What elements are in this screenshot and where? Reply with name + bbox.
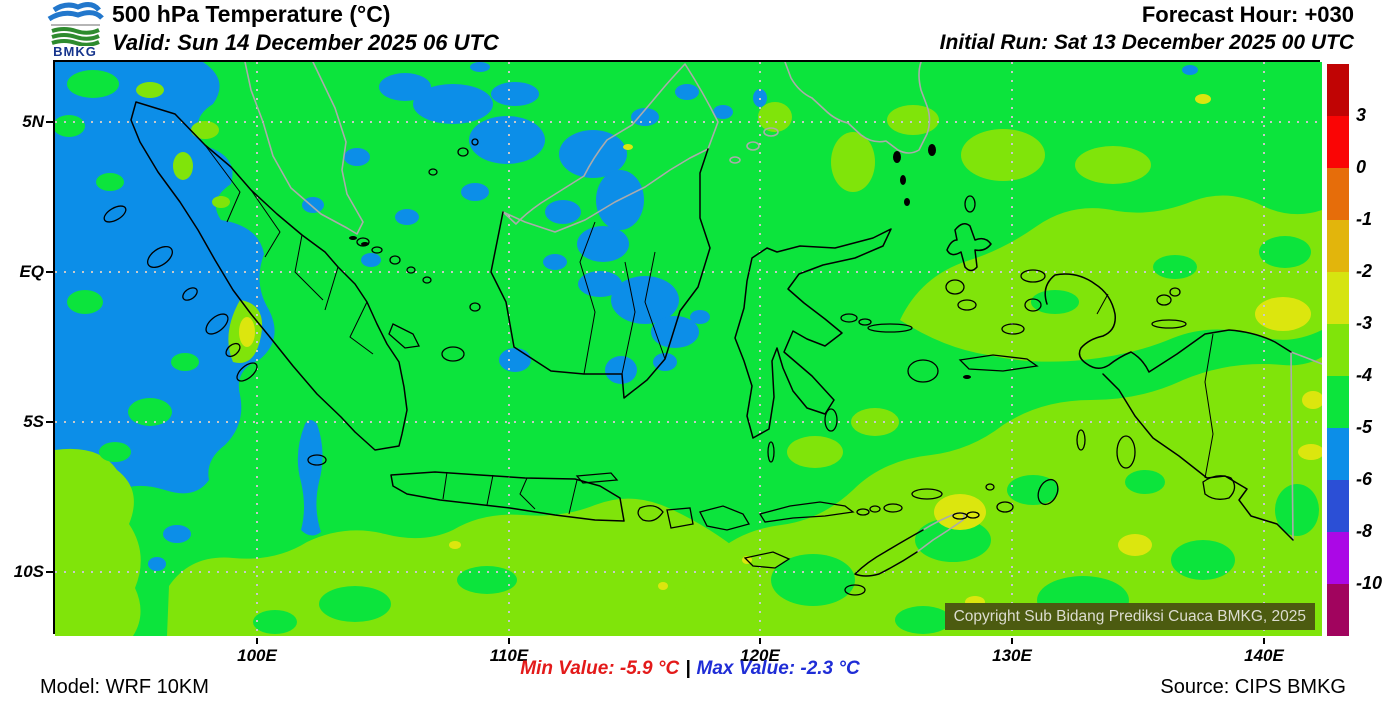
forecast-map bbox=[55, 62, 1322, 636]
colorbar-label: 0 bbox=[1356, 157, 1367, 177]
bmkg-logo-text: BMKG bbox=[53, 44, 97, 59]
island-sulawesi bbox=[734, 228, 892, 439]
model-label: Model: WRF 10KM bbox=[40, 676, 209, 698]
min-value: Min Value: -5.9 °C bbox=[520, 658, 680, 679]
colorbar-segment bbox=[1327, 220, 1349, 272]
colorbar-segment bbox=[1327, 532, 1349, 584]
island-timor-west bbox=[854, 529, 924, 577]
colorbar-segment bbox=[1327, 168, 1349, 220]
temperature-field bbox=[55, 62, 1322, 636]
x-axis-tick bbox=[759, 638, 761, 644]
coast-png bbox=[1290, 351, 1322, 365]
x-axis-tick bbox=[1011, 638, 1013, 644]
x-axis-label: 110E bbox=[489, 646, 529, 665]
x-axis-label: 100E bbox=[237, 646, 277, 665]
colorbar-segment bbox=[1327, 272, 1349, 324]
map-frame: Copyright Sub Bidang Prediksi Cuaca BMKG… bbox=[53, 60, 1322, 636]
y-axis-tick bbox=[46, 571, 53, 573]
colorbar-label: -10 bbox=[1356, 573, 1383, 593]
x-axis-label: 130E bbox=[992, 646, 1032, 665]
colorbar-label: -4 bbox=[1356, 365, 1373, 385]
colorbar-segment bbox=[1327, 480, 1349, 532]
coast-north-borneo bbox=[502, 63, 719, 225]
colorbar-label: -1 bbox=[1356, 209, 1373, 229]
colorbar-label: -5 bbox=[1356, 417, 1373, 437]
border-borneo bbox=[502, 148, 709, 233]
island-java bbox=[390, 471, 625, 522]
minmax-values: Min Value: -5.9 °C | Max Value: -2.3 °C bbox=[390, 658, 990, 680]
coastlines-foreign bbox=[244, 62, 1322, 553]
y-axis-label: 10S bbox=[13, 562, 44, 581]
island-sumatra bbox=[130, 101, 408, 451]
y-axis-label: 5S bbox=[23, 412, 44, 431]
minmax-separator: | bbox=[685, 658, 691, 679]
y-axis-tick bbox=[46, 421, 53, 423]
graticule bbox=[55, 62, 1322, 636]
x-axis-label: 120E bbox=[740, 646, 780, 665]
x-axis-tick bbox=[1263, 638, 1265, 644]
forecast-hour: Forecast Hour: +030 bbox=[1141, 2, 1354, 27]
valid-time: Valid: Sun 14 December 2025 06 UTC bbox=[112, 30, 499, 55]
initial-run: Initial Run: Sat 13 December 2025 00 UTC bbox=[939, 31, 1354, 54]
page-title: 500 hPa Temperature (°C) bbox=[112, 1, 391, 27]
colorbar-label: -6 bbox=[1356, 469, 1373, 489]
island-papua-north bbox=[1044, 273, 1292, 373]
island-halmahera bbox=[946, 223, 992, 272]
colorbar-label: -2 bbox=[1356, 261, 1373, 281]
colorbar-segment bbox=[1327, 428, 1349, 480]
island-papua-south bbox=[1102, 373, 1294, 541]
island-kalimantan bbox=[490, 148, 711, 399]
coast-mindanao bbox=[784, 62, 931, 154]
coast-malay-peninsula bbox=[244, 62, 364, 235]
colorbar-label: -8 bbox=[1356, 521, 1373, 541]
colorbar-segment bbox=[1327, 584, 1349, 636]
x-axis-label: 140E bbox=[1244, 646, 1284, 665]
temperature-colorbar bbox=[1327, 64, 1349, 636]
x-axis-tick bbox=[256, 638, 258, 644]
y-axis-label: EQ bbox=[19, 262, 44, 281]
x-axis-tick bbox=[508, 638, 510, 644]
bmkg-logo-icon bbox=[47, 2, 104, 46]
border-png bbox=[1290, 351, 1294, 541]
colorbar-segment bbox=[1327, 116, 1349, 168]
bmkg-logo: BMKG bbox=[44, 2, 106, 59]
y-axis-tick bbox=[46, 271, 53, 273]
colorbar-segment bbox=[1327, 376, 1349, 428]
y-axis-tick bbox=[46, 121, 53, 123]
source-label: Source: CIPS BMKG bbox=[1160, 676, 1346, 698]
max-value: Max Value: -2.3 °C bbox=[696, 658, 860, 679]
colorbar-segment bbox=[1327, 324, 1349, 376]
copyright-label: Copyright Sub Bidang Prediksi Cuaca BMKG… bbox=[944, 603, 1315, 630]
y-axis-label: 5N bbox=[22, 112, 44, 131]
coastlines-indonesia bbox=[103, 101, 1294, 596]
colorbar-label: 3 bbox=[1356, 105, 1367, 125]
colorbar-label: -3 bbox=[1356, 313, 1373, 333]
colorbar-segment bbox=[1327, 64, 1349, 116]
coast-timor-leste bbox=[916, 512, 965, 553]
